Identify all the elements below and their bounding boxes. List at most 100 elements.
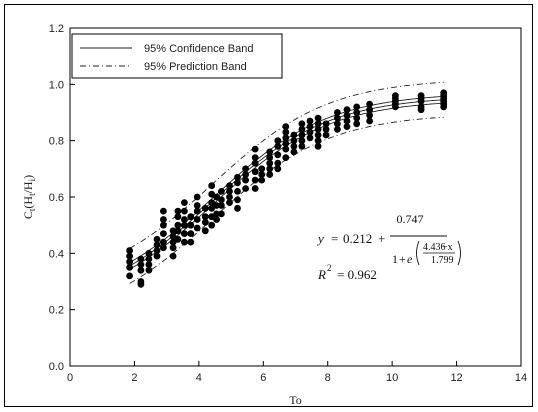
x-tick-label: 6 (260, 372, 266, 384)
data-point (160, 221, 167, 229)
legend-prediction-label: 95% Prediction Band (144, 61, 247, 73)
equation-a: 0.212 (343, 231, 372, 246)
data-point (251, 159, 259, 167)
data-point (314, 142, 322, 150)
data-point (366, 111, 373, 119)
data-point (258, 176, 266, 184)
data-point (181, 221, 188, 229)
data-point (181, 216, 188, 223)
y-tick-label: 1.0 (49, 79, 64, 91)
data-point (234, 179, 241, 187)
data-point (193, 216, 201, 223)
data-point (290, 137, 298, 145)
data-point (334, 120, 341, 128)
x-tick-label: 2 (131, 372, 137, 384)
data-point (187, 238, 195, 246)
data-point (251, 185, 259, 192)
equation-equals: = (331, 231, 338, 246)
data-point (282, 123, 290, 130)
data-point (266, 148, 274, 156)
x-tick-label: 0 (67, 372, 73, 384)
equation-e: e (407, 252, 413, 266)
data-point (392, 103, 399, 111)
data-point (366, 117, 373, 125)
data-point (251, 154, 259, 162)
data-point (187, 230, 195, 238)
data-point (153, 252, 161, 260)
data-point (314, 114, 322, 122)
data-point (174, 213, 182, 221)
data-point (218, 202, 225, 209)
axis-ticks: 0 2 4 6 8 10 12 140.00.20.40.60.81.01.2 (49, 23, 527, 384)
data-point (343, 123, 351, 130)
data-point (126, 247, 133, 254)
data-point (251, 176, 259, 184)
data-point (290, 142, 298, 150)
y-tick-label: 0.2 (49, 305, 64, 317)
data-point (137, 255, 145, 263)
data-point (226, 199, 233, 207)
data-point (174, 227, 182, 235)
data-point (242, 171, 250, 178)
data-point (298, 120, 306, 128)
data-point (258, 165, 266, 173)
data-point (282, 154, 290, 162)
data-point (145, 255, 153, 263)
data-point (187, 221, 195, 229)
y-tick-label: 1.2 (49, 23, 64, 35)
data-point (353, 103, 361, 111)
data-point (366, 100, 373, 108)
x-tick-label: 14 (515, 372, 527, 384)
data-point (145, 266, 153, 274)
data-point (282, 134, 290, 142)
y-axis-title: Ct(Ht/Hi) (21, 175, 37, 219)
data-point (181, 230, 188, 238)
data-point (153, 241, 161, 249)
equation-plus: + (378, 231, 385, 246)
plot-area (69, 27, 522, 367)
data-point (145, 249, 153, 257)
data-point (213, 216, 221, 223)
data-point (266, 159, 274, 167)
data-point (193, 224, 201, 232)
equation-lhs: y (316, 231, 324, 246)
data-point (137, 280, 145, 288)
data-point (343, 117, 351, 125)
data-point (274, 165, 282, 173)
equation-c: 4.436 (423, 242, 446, 253)
x-axis-title: To (289, 393, 302, 407)
data-point (226, 188, 233, 195)
data-point (353, 109, 361, 116)
y-tick-label: 0.8 (49, 136, 64, 148)
data-point (282, 145, 290, 153)
data-point (417, 106, 425, 114)
data-point (314, 131, 322, 139)
data-point (126, 258, 133, 266)
equation-b: 0.747 (397, 212, 424, 226)
x-tick-label: 10 (386, 372, 398, 384)
data-point (282, 128, 290, 136)
data-point (334, 109, 341, 116)
data-point (137, 266, 145, 274)
data-point (242, 165, 250, 173)
x-tick-label: 8 (325, 372, 331, 384)
data-point (208, 221, 216, 229)
data-point (306, 134, 314, 142)
data-point (137, 261, 145, 268)
data-point (266, 154, 274, 162)
data-point (334, 125, 341, 133)
y-tick-label: 0.0 (49, 361, 64, 373)
data-point (306, 128, 314, 136)
data-point (242, 176, 250, 184)
data-point (201, 227, 209, 235)
data-point (213, 202, 221, 209)
data-point (298, 142, 306, 150)
legend-confidence-label: 95% Confidence Band (144, 43, 253, 55)
data-point (160, 230, 167, 238)
data-point (208, 182, 216, 190)
data-point (169, 252, 177, 260)
data-point (181, 207, 188, 215)
data-point (234, 204, 241, 212)
fit-equation: y = 0.212 + 0.747 1 + e 4.436 −x 1.799 (316, 212, 461, 266)
